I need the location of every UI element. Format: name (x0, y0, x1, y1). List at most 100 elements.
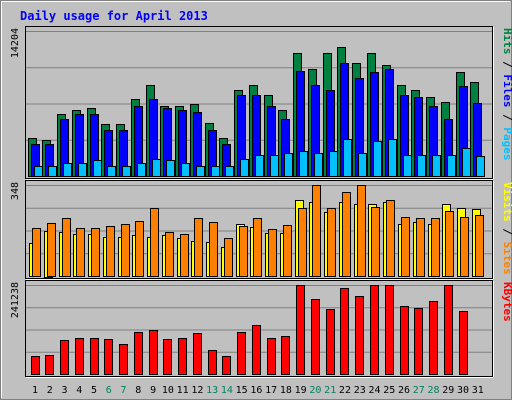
right-label-panel-2: Visits / Sites (501, 182, 512, 275)
series-kbytes (31, 285, 468, 375)
bar-sites-day-31 (475, 215, 484, 277)
bar-kbytes-day-27 (414, 308, 423, 375)
bar-sites-day-24 (371, 207, 380, 277)
bar-pages-day-23 (358, 153, 367, 177)
bar-sites-day-7 (121, 224, 130, 277)
day-label-20: 20 (309, 385, 321, 396)
series-pages (34, 139, 485, 177)
bar-pages-day-15 (240, 159, 249, 177)
chart-title: Daily usage for April 2013 (20, 9, 208, 23)
bar-pages-day-19 (299, 151, 308, 177)
bar-pages-day-18 (284, 153, 293, 177)
bar-pages-day-30 (462, 148, 471, 177)
day-label-16: 16 (250, 385, 262, 396)
bar-kbytes-day-9 (149, 330, 158, 375)
bar-pages-day-17 (270, 155, 279, 177)
bar-kbytes-day-25 (385, 285, 394, 375)
bar-kbytes-day-21 (326, 309, 335, 375)
right-label-part: Hits (501, 28, 512, 55)
bar-kbytes-day-13 (208, 350, 217, 375)
right-label-panel-1: Hits / Files / Pages (501, 28, 512, 161)
day-label-4: 4 (76, 385, 82, 396)
bar-pages-day-27 (417, 155, 426, 177)
day-label-13: 13 (206, 385, 218, 396)
panel-hits-files-pages: 14204 (10, 26, 494, 180)
bar-sites-day-30 (460, 217, 469, 277)
y-max-label: 241238 (10, 282, 21, 318)
bar-sites-day-23 (357, 185, 366, 277)
bar-kbytes-day-17 (267, 338, 276, 375)
day-label-28: 28 (427, 385, 439, 396)
day-label-18: 18 (280, 385, 292, 396)
day-label-10: 10 (162, 385, 174, 396)
day-label-25: 25 (383, 385, 395, 396)
day-label-22: 22 (339, 385, 351, 396)
right-label-part: KBytes (501, 282, 512, 322)
bar-kbytes-day-6 (104, 339, 113, 375)
bar-kbytes-day-10 (163, 339, 172, 375)
bar-pages-day-28 (432, 155, 441, 177)
bar-pages-day-4 (78, 163, 87, 177)
bar-kbytes-day-1 (31, 356, 40, 375)
x-axis-day-labels: 1 2 3 4 5 6 7 8 9 10 11 12 13 14 15 16 17 18 19 20 21 22 23 24 2… (32, 385, 484, 396)
day-label-17: 17 (265, 385, 277, 396)
right-label-panel-3: KBytes (501, 282, 512, 322)
bar-pages-day-29 (447, 155, 456, 177)
day-label-26: 26 (398, 385, 410, 396)
bar-kbytes-day-7 (119, 344, 128, 375)
right-label-part: / (501, 108, 512, 128)
bar-kbytes-day-26 (400, 306, 409, 375)
day-label-3: 3 (62, 385, 68, 396)
bar-sites-day-4 (76, 228, 85, 277)
bar-kbytes-day-15 (237, 332, 246, 375)
bar-pages-day-9 (152, 159, 161, 177)
bar-sites-day-20 (312, 185, 321, 277)
day-label-30: 30 (457, 385, 469, 396)
y-max-label: 348 (10, 182, 21, 200)
bar-kbytes-day-14 (222, 356, 231, 375)
bar-sites-day-5 (91, 228, 100, 277)
day-label-31: 31 (472, 385, 484, 396)
bar-kbytes-day-16 (252, 325, 261, 375)
day-label-11: 11 (177, 385, 189, 396)
panel-visits-sites: 348 (10, 180, 494, 280)
bar-sites-day-9 (150, 208, 159, 277)
bar-sites-day-14 (224, 238, 233, 277)
bar-sites-day-15 (239, 226, 248, 277)
day-label-14: 14 (221, 385, 233, 396)
panel-kbytes: 241238 (10, 280, 494, 378)
bar-pages-day-12 (196, 166, 205, 177)
bar-pages-day-13 (211, 166, 220, 177)
bar-kbytes-day-5 (90, 338, 99, 375)
bar-sites-day-11 (180, 234, 189, 277)
day-label-15: 15 (236, 385, 248, 396)
bar-kbytes-day-19 (296, 285, 305, 375)
day-label-1: 1 (32, 385, 38, 396)
day-label-27: 27 (413, 385, 425, 396)
right-label-part: Sites (501, 242, 512, 275)
right-label-part: Pages (501, 127, 512, 160)
day-label-29: 29 (442, 385, 454, 396)
bar-sites-day-6 (106, 226, 115, 277)
bar-pages-day-3 (63, 163, 72, 177)
bar-kbytes-day-30 (459, 311, 468, 375)
bar-pages-day-1 (34, 166, 43, 177)
day-label-12: 12 (191, 385, 203, 396)
bar-pages-day-25 (388, 139, 397, 177)
bar-sites-day-29 (445, 211, 454, 277)
bar-pages-day-11 (181, 163, 190, 177)
bar-pages-day-26 (403, 155, 412, 177)
day-label-5: 5 (91, 385, 97, 396)
series-files (31, 63, 482, 177)
bar-kbytes-day-24 (370, 285, 379, 375)
day-label-9: 9 (150, 385, 156, 396)
bar-sites-day-27 (416, 218, 425, 277)
bar-sites-day-21 (327, 208, 336, 277)
bar-pages-day-7 (122, 166, 131, 177)
bar-kbytes-day-12 (193, 333, 202, 375)
bar-kbytes-day-4 (75, 338, 84, 375)
bar-sites-day-16 (253, 218, 262, 277)
bar-kbytes-day-20 (311, 299, 320, 375)
bar-sites-day-2 (47, 223, 56, 277)
